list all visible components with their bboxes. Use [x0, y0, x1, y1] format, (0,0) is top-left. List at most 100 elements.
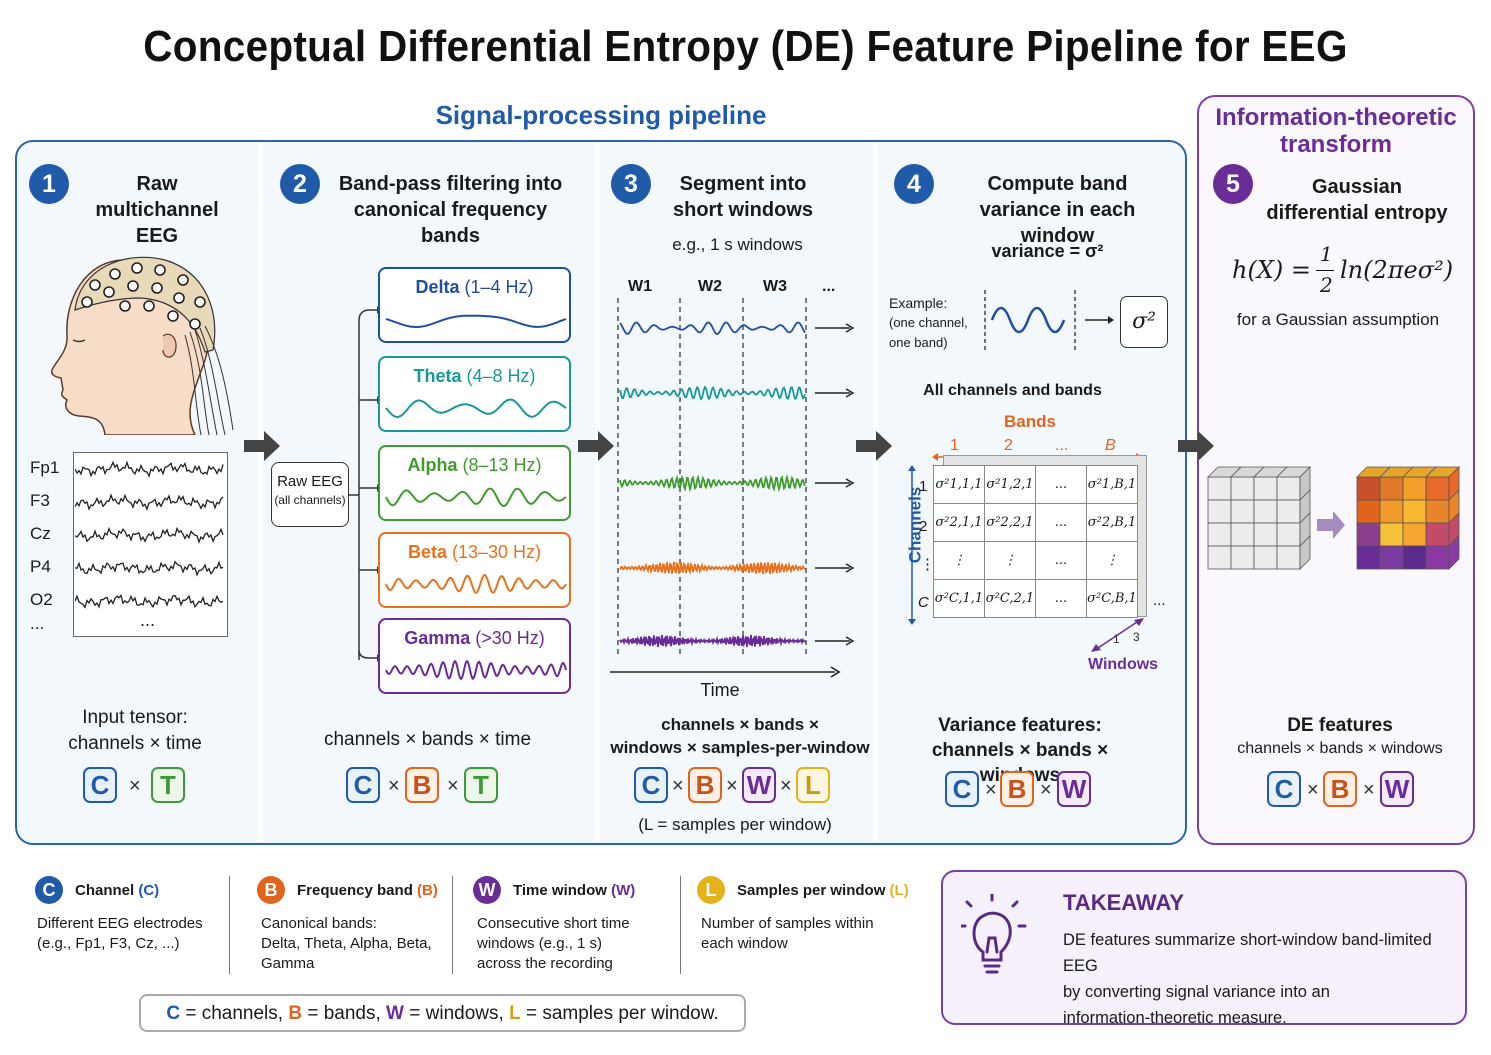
- channels-axis-tick: 1: [919, 478, 928, 495]
- table-cell: σ²2,2,1: [984, 503, 1036, 542]
- summary-w-text: = windows,: [403, 1003, 510, 1024]
- bands-axis-tick: ...: [1055, 437, 1069, 454]
- summary-c-text: = channels,: [180, 1003, 289, 1024]
- step-4-number: 4: [894, 164, 934, 204]
- legend-description-line: Different EEG electrodes: [37, 915, 203, 932]
- tensor-cell: [1230, 545, 1255, 570]
- band-waveform: [385, 398, 567, 419]
- segmented-signal: [619, 385, 806, 401]
- tensor-cell: [1402, 499, 1427, 524]
- legend-title: Time window (W): [513, 882, 635, 899]
- tensor-cell: [1207, 545, 1232, 570]
- pipeline-label: Signal-processing pipeline: [435, 100, 767, 130]
- step-5-number: 5: [1213, 164, 1253, 204]
- band-label: Gamma (>30 Hz): [380, 628, 569, 649]
- band-label: Theta (4–8 Hz): [380, 366, 569, 387]
- legend-description: Consecutive short time windows (e.g., 1 s…: [477, 914, 630, 974]
- legend-description-line: each window: [701, 935, 788, 952]
- variance-symbol-box: σ²: [1120, 296, 1168, 348]
- channel-label: P4: [30, 557, 51, 576]
- more-channels-label: ...: [140, 610, 156, 630]
- legend-symbol-icon: W: [473, 876, 501, 904]
- step-1-shape-label: Input tensor: channels × time: [40, 705, 230, 757]
- legend-tag: (B): [417, 882, 438, 899]
- times-symbol: ×: [726, 775, 738, 797]
- legend-title: Samples per window (L): [737, 882, 909, 899]
- all-channels-label: All channels and bands: [923, 382, 1102, 399]
- times-symbol: ×: [447, 775, 459, 797]
- table-row: σ²1,1,1 σ²1,2,1... σ²1,B,1: [933, 465, 1138, 504]
- tensor-cell: [1207, 499, 1232, 524]
- table-row: σ²C,1,1 σ²C,2,1... σ²C,B,1: [933, 579, 1138, 618]
- step-3-title: Segment into short windows: [673, 173, 813, 221]
- legend-item: W Time window (W) Consecutive short time wi…: [473, 876, 683, 976]
- legend-title-text: Channel: [75, 882, 135, 899]
- segment-arrow: [815, 478, 855, 488]
- tensor-cell: [1379, 476, 1404, 501]
- table-cell: ...: [1035, 541, 1087, 580]
- table-cell: σ²C,B,1: [1086, 579, 1138, 618]
- formula-fraction-bar: [1316, 270, 1334, 271]
- step-5-note: for a Gaussian assumption: [1236, 310, 1440, 329]
- times-symbol: ×: [672, 775, 684, 797]
- band-box-alpha: Alpha (8–13 Hz): [378, 445, 571, 521]
- tensor-cell: [1356, 545, 1381, 570]
- channel-label: O2: [30, 590, 53, 609]
- legend-symbol-icon: L: [697, 876, 725, 904]
- step-2-title: Band-pass filtering into canonical frequ…: [338, 173, 563, 247]
- legend-description-line: Consecutive short time: [477, 915, 630, 932]
- takeaway-line: DE features summarize short-window band-…: [1063, 931, 1432, 975]
- table-row: ⋮ ⋮... ⋮: [933, 541, 1138, 580]
- step-1-number: 1: [29, 164, 69, 204]
- arrow-right-icon: [856, 431, 892, 461]
- step-3-note: (L = samples per window): [638, 815, 832, 834]
- legend-title: Channel (C): [75, 882, 159, 899]
- segmented-signal: [619, 321, 806, 335]
- legend-description-line: Gamma: [261, 955, 315, 972]
- band-range: (13–30 Hz): [451, 542, 542, 562]
- tensor-cell: [1253, 522, 1278, 547]
- arrow-right-icon: [244, 431, 280, 461]
- band-badge: B: [405, 767, 439, 803]
- band-waveform-path: [385, 314, 567, 328]
- takeaway-text: DE features summarize short-window band-…: [1063, 927, 1465, 1031]
- tensor-cell: [1356, 522, 1381, 547]
- window-label: ...: [822, 278, 836, 295]
- table-cell: σ²1,B,1: [1086, 465, 1138, 504]
- table-cell: ...: [1035, 503, 1087, 542]
- table-cell: σ²1,2,1: [984, 465, 1036, 504]
- shape-label-line: channels × time: [68, 733, 202, 754]
- formula-numerator: 1: [1320, 242, 1333, 266]
- step-2-number: 2: [280, 164, 320, 204]
- summary-b-text: = bands,: [302, 1003, 387, 1024]
- raw-eeg-box-subtitle: (all channels): [274, 493, 346, 507]
- window-label: W3: [763, 278, 787, 295]
- legend-item: B Frequency band (B) Canonical bands: Delta…: [257, 876, 467, 976]
- shape-label-line: channels × bands ×: [661, 715, 819, 734]
- tensor-cell: [1230, 476, 1255, 501]
- time-axis-label: Time: [700, 680, 740, 700]
- table-cell: σ²2,B,1: [1086, 503, 1138, 542]
- example-window-signal: [984, 290, 1114, 350]
- table-cell: ⋮: [984, 541, 1036, 580]
- channels-axis-tick: ⋮: [920, 556, 935, 573]
- tensor-cell: [1207, 476, 1232, 501]
- table-cell: ...: [1035, 465, 1087, 504]
- arrow-right-icon: [578, 431, 614, 461]
- table-cell: σ²C,2,1: [984, 579, 1036, 618]
- raw-trace: [75, 493, 224, 512]
- band-waveform: [385, 574, 567, 594]
- band-label: Delta (1–4 Hz): [380, 277, 569, 298]
- band-range: (4–8 Hz): [466, 366, 536, 386]
- takeaway-line: information-theoretic measure.: [1063, 1009, 1287, 1027]
- raw-trace-lines: [75, 460, 224, 609]
- legend-symbol-icon: C: [35, 876, 63, 904]
- bands-axis-label: Bands: [1004, 412, 1056, 431]
- tensor-cell: [1425, 522, 1450, 547]
- band-label: Alpha (8–13 Hz): [380, 455, 569, 476]
- segment-arrow: [815, 388, 855, 398]
- legend-tag: (L): [889, 882, 909, 899]
- channel-badge: C: [1267, 771, 1301, 807]
- shape-label-line: windows × samples-per-window: [610, 738, 870, 757]
- tensor-cell: [1276, 499, 1301, 524]
